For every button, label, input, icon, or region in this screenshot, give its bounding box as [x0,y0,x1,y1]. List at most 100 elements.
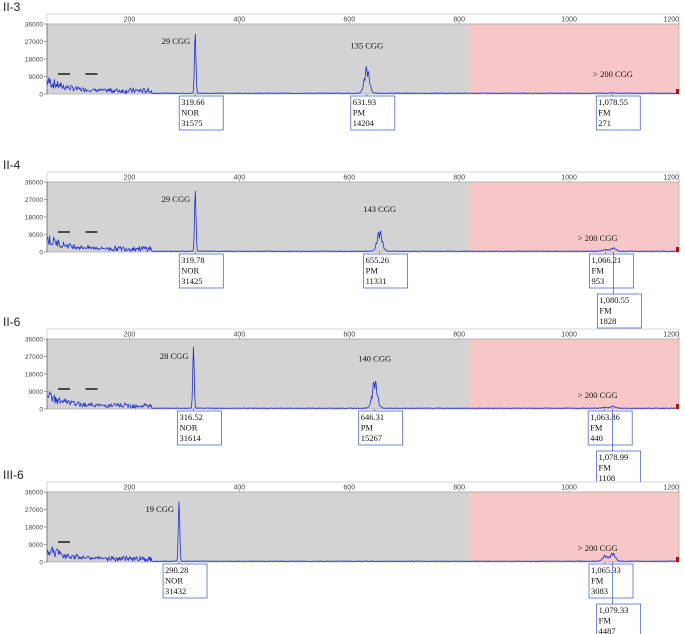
x-tick-label: 200 [124,332,136,339]
panel-label: III-6 [3,468,24,482]
peak-info-line-2: FM [590,423,603,433]
peak-info-line-2: FM [599,306,612,316]
peak-info-line-1: 1,079.33 [599,605,629,615]
peak-info-line-3: 953 [591,276,604,286]
peak-cgg-label: 29 CGG [162,36,191,46]
x-tick-label: 1000 [561,17,577,24]
normal-range-region [47,339,471,409]
y-tick-label: 0 [39,91,43,98]
x-tick-label: 1000 [561,175,577,182]
peak-info-line-3: 15267 [361,433,382,443]
peak-info-box [350,95,396,131]
y-tick-label: 36000 [25,489,43,496]
x-tick-label: 600 [343,175,355,182]
full-mutation-region [470,492,679,562]
x-axis-strip [46,13,680,25]
peak-info-box [178,253,224,289]
peak-info-line-2: PM [361,423,374,433]
trace-line [46,33,679,95]
end-marker [676,247,679,252]
peak-info-line-1: 319.78 [181,255,204,265]
x-tick-label: 1000 [561,332,577,339]
y-tick-label: 18000 [25,56,43,63]
x-tick-label: 800 [453,175,465,182]
y-tick-label: 0 [39,559,43,566]
end-marker [676,89,679,94]
trace-line [46,501,679,563]
peak-info-line-2: FM [599,616,612,626]
y-tick-label: 27000 [25,197,43,204]
peak-info-box [588,563,634,599]
panel-label: II-4 [3,158,21,172]
x-axis-strip [46,328,680,340]
peak-info-line-1: 1,080.55 [599,295,629,305]
peak-info-line-3: 31432 [165,586,186,596]
x-tick-label: 1200 [663,332,679,339]
x-tick-label: 1200 [663,175,679,182]
y-tick-label: 0 [39,249,43,256]
x-axis-strip [46,481,680,493]
peak-info-line-3: 31614 [179,433,201,443]
range-label: > 200 CGG [578,390,618,400]
panel-ii-6: II-6 200 400 600 800 1000 1200 0 9000 18000 27000 3… [3,315,680,486]
peak-info-line-2: NOR [179,423,197,433]
y-tick-label: 9000 [29,74,44,81]
y-tick-label: 18000 [25,524,43,531]
peak-info-box [363,253,408,289]
normal-range-region [47,492,471,562]
range-label: > 200 CGG [593,69,633,79]
x-tick-label: 400 [234,17,246,24]
peak-info-line-1: 631.93 [353,97,376,107]
peak-info-line-1: 1,078.55 [598,97,628,107]
peak-info-line-3: 1108 [598,473,615,483]
peak-info-line-2: PM [366,266,379,276]
peak-info-line-3: 4487 [599,626,616,634]
x-tick-label: 400 [234,485,246,492]
peak-info-line-1: 655.26 [366,255,389,265]
peak-info-line-1: 319.66 [181,97,204,107]
x-tick-label: 200 [124,485,136,492]
x-tick-label: 1200 [663,17,679,24]
peak-info-line-1: 290.28 [165,565,188,575]
peak-info-line-3: 14204 [353,118,375,128]
y-tick-label: 36000 [25,336,43,343]
x-tick-label: 1200 [663,485,679,492]
peak-info-box [595,95,641,131]
peak-cgg-label: 29 CGG [162,194,191,204]
peak-info-box [589,253,634,289]
panel-iii-6: III-6 200 400 600 800 1000 1200 0 9000 18000 27000… [3,468,680,634]
y-tick-label: 18000 [25,371,43,378]
y-tick-label: 36000 [25,179,43,186]
peak-info-line-2: FM [591,576,604,586]
panel-label: II-3 [3,0,21,14]
peak-info-box [596,603,642,634]
peak-info-box [597,293,642,329]
peak-info-line-2: PM [353,108,366,118]
peak-cgg-label: 28 CGG [160,351,189,361]
full-mutation-region [470,24,679,94]
x-tick-label: 200 [124,17,136,24]
y-tick-label: 27000 [25,354,43,361]
peak-info-line-2: NOR [181,108,199,118]
peak-info-line-1: 1,066.21 [591,255,621,265]
x-tick-label: 200 [124,175,136,182]
end-marker [676,404,679,409]
peak-info-line-3: 1828 [599,316,616,326]
trace-line [46,190,679,253]
peak-info-line-3: 440 [590,433,603,443]
full-mutation-region [470,182,679,252]
y-tick-label: 27000 [25,39,43,46]
peak-cgg-label: 140 CGG [358,353,391,363]
peak-info-line-3: 31425 [181,276,202,286]
peak-info-line-3: 3083 [591,586,608,596]
trace-line [46,346,679,409]
y-tick-label: 9000 [29,389,44,396]
x-tick-label: 400 [234,332,246,339]
panel-ii-3: II-3 200 400 600 800 1000 1200 0 9000 18000 27000 3… [3,0,680,131]
range-label: > 200 CGG [578,543,618,553]
x-tick-label: 600 [343,332,355,339]
peak-info-line-1: 646.31 [361,412,384,422]
y-tick-label: 36000 [25,21,43,28]
peak-info-box [596,450,641,486]
